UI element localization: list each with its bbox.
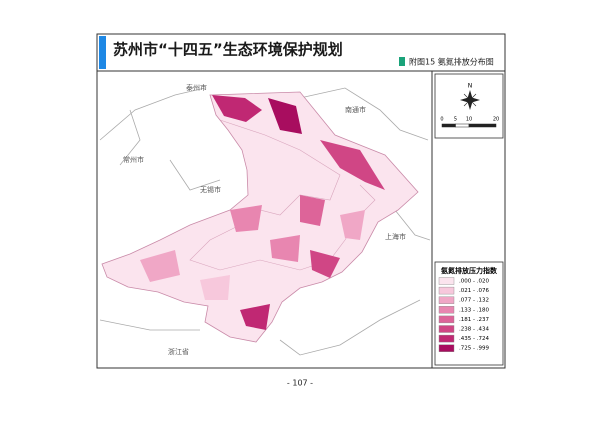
- compass-box: [434, 73, 504, 139]
- scale-label: 0: [440, 117, 443, 123]
- place-label: 南通市: [345, 105, 366, 114]
- region-mid: [230, 205, 262, 232]
- place-label: 常州市: [123, 155, 144, 164]
- scale-segment: [455, 123, 470, 128]
- region-high: [240, 304, 270, 330]
- legend-swatch: [438, 296, 455, 304]
- legend-label: .238 - .434: [459, 327, 489, 333]
- region-mid: [310, 250, 340, 278]
- legend-label: .181 - .237: [459, 317, 489, 323]
- legend-label: .077 - .132: [459, 298, 489, 304]
- subtitle: 附图15 氨氮排放分布图: [409, 57, 494, 67]
- compass-label: N: [468, 83, 473, 90]
- legend-title: 氨氮排放压力指数: [441, 266, 498, 275]
- place-label: 浙江省: [168, 347, 189, 356]
- region-low: [200, 275, 230, 300]
- region-high: [212, 95, 262, 122]
- legend-box: [434, 261, 504, 366]
- header-accent: [99, 36, 106, 69]
- region-high: [268, 98, 302, 134]
- place-label: 泰州市: [186, 83, 207, 92]
- legend-swatch: [438, 344, 455, 352]
- legend-label: .021 - .076: [459, 288, 489, 294]
- scale-bar: 0 5 10 20: [440, 117, 499, 128]
- title: 苏州市“十四五”生态环境保护规划: [113, 41, 343, 59]
- legend-swatch: [438, 277, 455, 285]
- compass: [460, 90, 480, 110]
- legend-label: .000 - .020: [459, 279, 489, 285]
- scale-label: 20: [493, 117, 499, 123]
- region-mid: [140, 250, 180, 282]
- place-label: 无锡市: [200, 185, 221, 194]
- scale-segment: [441, 123, 456, 128]
- region-mid: [270, 235, 300, 262]
- map: [99, 87, 431, 356]
- legend-swatch: [438, 325, 455, 333]
- legend-swatch: [438, 315, 455, 324]
- scale-label: 5: [454, 117, 457, 123]
- legend-label: .725 - .999: [459, 346, 489, 352]
- region-mid: [300, 195, 325, 226]
- page-number: - 107 -: [287, 379, 313, 388]
- legend: .000 - .020 .021 - .076 .077 - .132 .133 - …: [438, 277, 489, 352]
- legend-swatch: [438, 286, 455, 295]
- region-mid: [340, 210, 365, 240]
- legend-label: .133 - .180: [459, 307, 489, 313]
- district-boundary: [189, 119, 376, 271]
- scale-segment: [468, 123, 497, 128]
- legend-swatch: [438, 306, 455, 314]
- subtitle-marker: [399, 57, 405, 66]
- scale-label: 10: [466, 117, 472, 123]
- neighbor-boundary: [99, 87, 431, 356]
- legend-swatch: [438, 334, 455, 343]
- place-label: 上海市: [385, 232, 406, 241]
- legend-label: .435 - .724: [459, 336, 489, 342]
- region-high: [320, 140, 385, 190]
